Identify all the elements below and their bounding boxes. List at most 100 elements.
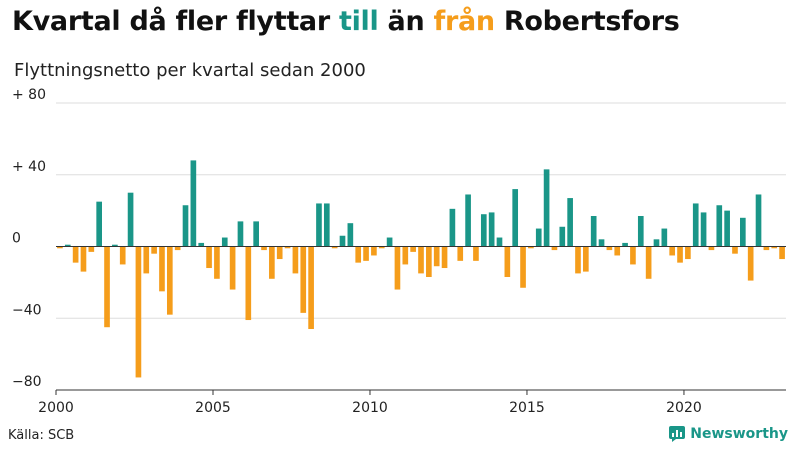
bar — [143, 246, 150, 274]
title-negative-word: från — [433, 6, 496, 37]
bar — [645, 246, 652, 279]
bar — [622, 242, 628, 247]
bar — [88, 246, 95, 252]
bar — [127, 192, 134, 247]
x-tick-label: 2000 — [38, 400, 74, 416]
bar — [755, 194, 762, 247]
y-tick-label: 0 — [12, 231, 21, 247]
bar — [72, 246, 79, 263]
bar — [732, 246, 738, 254]
bar — [104, 246, 110, 328]
bar — [598, 239, 605, 247]
bar — [488, 212, 495, 247]
bar — [57, 246, 63, 249]
bar — [159, 246, 165, 292]
bar — [637, 216, 644, 247]
bar — [465, 194, 471, 247]
bar — [237, 221, 244, 247]
bar — [214, 246, 220, 279]
bar — [433, 246, 440, 267]
bar — [779, 246, 785, 260]
bar — [692, 203, 699, 247]
bar — [135, 246, 142, 378]
bar — [583, 246, 589, 272]
bar — [253, 221, 259, 247]
bar — [119, 246, 126, 265]
bar — [528, 246, 534, 249]
bar — [64, 244, 71, 247]
bar — [535, 228, 542, 247]
bar — [198, 242, 205, 247]
chart-subtitle: Flyttningsnetto per kvartal sedan 2000 — [14, 60, 366, 81]
bar — [441, 246, 448, 269]
y-tick-label: + 40 — [12, 159, 46, 175]
bar — [614, 246, 621, 256]
bar — [402, 246, 409, 265]
bar — [747, 246, 754, 281]
bar — [386, 237, 393, 247]
bar — [700, 212, 707, 247]
bar — [308, 246, 314, 330]
bar — [457, 246, 464, 261]
title-part2: än — [378, 6, 434, 37]
bar — [559, 226, 566, 247]
y-tick-label: −80 — [12, 374, 42, 390]
bar — [331, 246, 338, 249]
bar — [378, 246, 385, 249]
bar — [112, 244, 118, 247]
bar — [504, 246, 511, 277]
bar — [363, 246, 369, 261]
x-tick-label: 2015 — [509, 400, 545, 416]
bar — [371, 246, 377, 256]
title-positive-word: till — [338, 6, 379, 37]
bar — [567, 198, 573, 247]
bar — [418, 246, 424, 274]
newsworthy-logo[interactable]: Newsworthy — [669, 426, 788, 442]
x-tick-label: 2010 — [352, 400, 388, 416]
bar — [426, 246, 432, 277]
title-part3: Robertsfors — [494, 6, 680, 37]
bar — [763, 246, 770, 251]
bar — [269, 246, 275, 279]
bar — [669, 246, 676, 256]
chart-title: Kvartal då fler flyttar till än från Rob… — [12, 6, 680, 37]
source-label: Källa: SCB — [8, 428, 75, 443]
bar — [166, 246, 173, 315]
bar — [394, 246, 401, 290]
title-part1: Kvartal då fler flyttar — [12, 6, 339, 37]
bar — [206, 246, 212, 269]
bar — [677, 246, 683, 263]
bar — [653, 239, 660, 247]
bar — [661, 228, 668, 247]
bar — [276, 246, 283, 260]
bar — [480, 214, 487, 247]
bar — [80, 246, 87, 272]
y-tick-label: −40 — [12, 302, 42, 318]
bar — [520, 246, 526, 288]
newsworthy-icon — [669, 426, 686, 442]
bar — [292, 246, 299, 274]
bar — [551, 246, 558, 251]
bar — [575, 246, 581, 274]
x-tick-label: 2005 — [195, 400, 231, 416]
bar — [316, 203, 322, 247]
x-tick-label: 2020 — [666, 400, 702, 416]
bar — [182, 205, 189, 247]
bar — [512, 189, 519, 247]
bar — [771, 246, 778, 249]
bar — [355, 246, 362, 263]
bar — [496, 237, 503, 247]
bar — [229, 246, 236, 290]
bar — [473, 246, 479, 261]
bar — [708, 246, 715, 251]
bar — [543, 169, 550, 247]
bar — [221, 237, 228, 247]
bar — [323, 203, 330, 247]
bar — [630, 246, 636, 265]
bar — [347, 223, 354, 247]
bar — [284, 246, 291, 249]
bar — [716, 205, 723, 247]
bar — [410, 246, 416, 252]
bar — [740, 217, 746, 247]
